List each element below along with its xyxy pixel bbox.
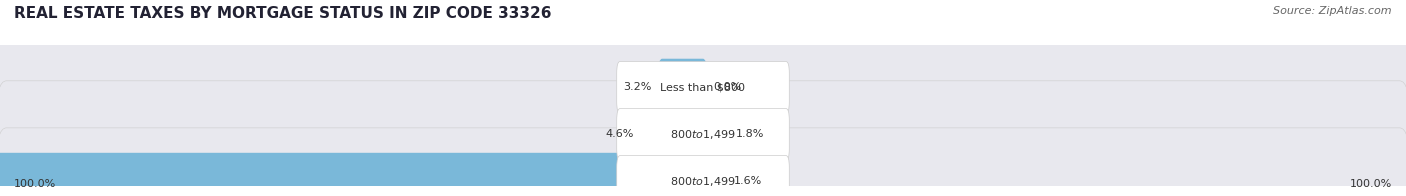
Text: Less than $800: Less than $800 — [661, 82, 745, 93]
Text: 1.8%: 1.8% — [737, 129, 765, 140]
FancyBboxPatch shape — [0, 34, 1406, 141]
FancyBboxPatch shape — [617, 156, 789, 196]
Text: 0.0%: 0.0% — [713, 82, 741, 93]
FancyBboxPatch shape — [640, 106, 707, 163]
FancyBboxPatch shape — [699, 106, 730, 163]
Text: 4.6%: 4.6% — [606, 129, 634, 140]
Text: $800 to $1,499: $800 to $1,499 — [671, 128, 735, 141]
FancyBboxPatch shape — [0, 128, 1406, 196]
Text: 100.0%: 100.0% — [14, 179, 56, 189]
Text: 100.0%: 100.0% — [1350, 179, 1392, 189]
Text: $800 to $1,499: $800 to $1,499 — [671, 175, 735, 188]
FancyBboxPatch shape — [658, 59, 707, 116]
FancyBboxPatch shape — [0, 153, 707, 196]
FancyBboxPatch shape — [699, 153, 727, 196]
FancyBboxPatch shape — [617, 109, 789, 160]
Text: 1.6%: 1.6% — [734, 176, 762, 187]
Text: 3.2%: 3.2% — [623, 82, 652, 93]
Text: REAL ESTATE TAXES BY MORTGAGE STATUS IN ZIP CODE 33326: REAL ESTATE TAXES BY MORTGAGE STATUS IN … — [14, 6, 551, 21]
FancyBboxPatch shape — [617, 62, 789, 113]
FancyBboxPatch shape — [0, 81, 1406, 188]
Text: Source: ZipAtlas.com: Source: ZipAtlas.com — [1274, 6, 1392, 16]
